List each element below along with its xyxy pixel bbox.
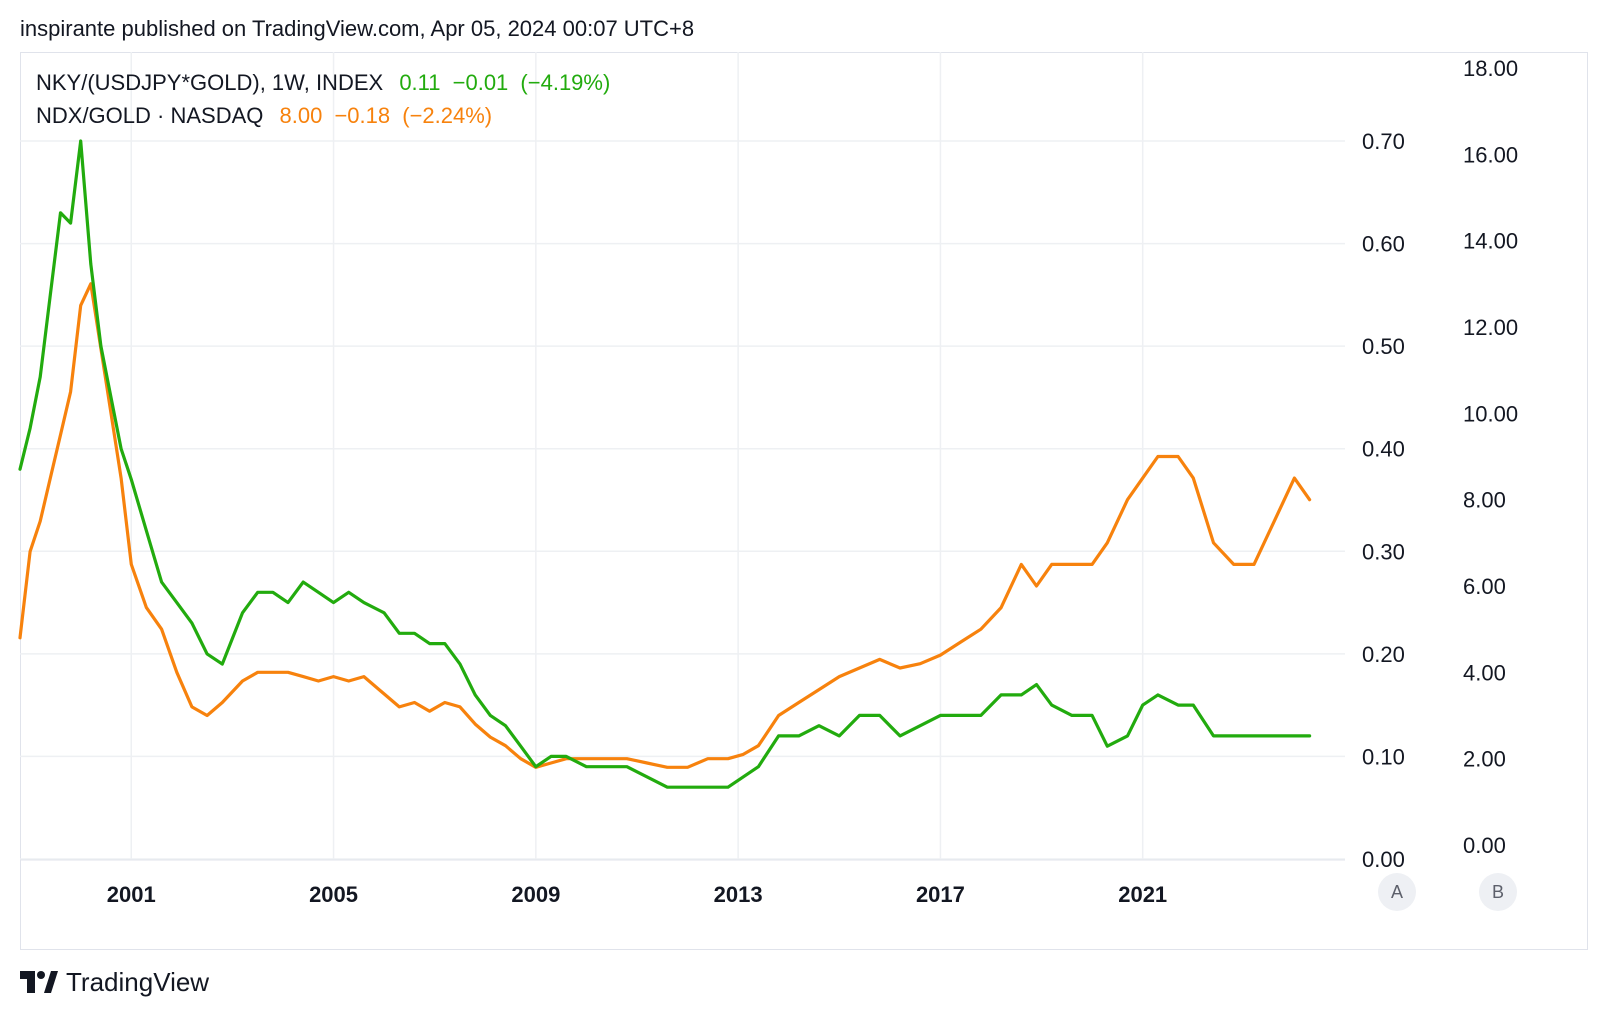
series-line-nky: [18, 139, 1312, 789]
x-axis-tick-label: 2021: [1118, 882, 1167, 907]
legend-row-nky[interactable]: NKY/(USDJPY*GOLD), 1W, INDEX 0.11 −0.01 …: [36, 70, 616, 96]
y-axis-a-tick-label: 0.30: [1362, 539, 1405, 564]
legend-row-ndx[interactable]: NDX/GOLD · NASDAQ 8.00 −0.18 (−2.24%): [36, 103, 498, 129]
y-axis-b-tick-label: 4.00: [1463, 660, 1506, 685]
y-axis-b-tick-label: 10.00: [1463, 401, 1518, 426]
x-axis-tick-label: 2013: [714, 882, 763, 907]
chart-frame: [20, 52, 1588, 950]
legend-series-name: NDX/GOLD · NASDAQ: [36, 103, 264, 128]
y-axis-b-tick-label: 8.00: [1463, 488, 1506, 513]
y-axis-b-tick-label: 6.00: [1463, 574, 1506, 599]
legend-series-change-pct: (−2.24%): [402, 103, 493, 128]
x-axis-tick-label: 2001: [107, 882, 156, 907]
x-axis-tick-label: 2009: [511, 882, 560, 907]
legend-series-change: −0.01: [452, 70, 509, 95]
y-axis-b-tick-label: 12.00: [1463, 315, 1518, 340]
series-lines: [18, 139, 1312, 789]
legend-series-name: NKY/(USDJPY*GOLD), 1W, INDEX: [36, 70, 384, 95]
y-axis-a-tick-label: 0.70: [1362, 129, 1405, 154]
y-axis-a: 0.70 0.60 0.50 0.40 0.30 0.20 0.10 0.00: [1362, 129, 1405, 872]
legend-series-value: 0.11: [399, 70, 441, 95]
grid-lines: [20, 52, 1345, 861]
legend-series-value: 8.00: [279, 103, 323, 128]
y-axis-a-tick-label: 0.40: [1362, 437, 1405, 462]
y-axis-a-tick-label: 0.50: [1362, 334, 1405, 359]
brand-name: TradingView: [66, 966, 210, 997]
y-axis-b-tick-label: 2.00: [1463, 747, 1506, 772]
tradingview-logo-icon: [20, 971, 58, 993]
y-axis-b-tick-label: 16.00: [1463, 142, 1518, 167]
x-axis: 2001 2005 2009 2013 2017 2021: [107, 882, 1167, 907]
y-axis-b-tick-label: 0.00: [1463, 833, 1506, 858]
legend-series-change: −0.18: [334, 103, 391, 128]
y-axis-a-tick-label: 0.00: [1362, 847, 1405, 872]
y-axis-b: 18.00 16.00 14.00 12.00 10.00 8.00 6.00 4.00 2.0…: [1463, 56, 1518, 858]
y-axis-b-tick-label: 18.00: [1463, 56, 1518, 81]
scale-a-button[interactable]: A: [1378, 873, 1416, 911]
scale-b-button[interactable]: B: [1479, 873, 1517, 911]
y-axis-a-tick-label: 0.60: [1362, 232, 1405, 257]
x-axis-tick-label: 2017: [916, 882, 965, 907]
y-axis-b-tick-label: 14.00: [1463, 229, 1518, 254]
series-line-ndx: [18, 282, 1312, 769]
x-axis-tick-label: 2005: [309, 882, 358, 907]
brand[interactable]: TradingView: [20, 966, 209, 998]
legend-series-change-pct: (−4.19%): [520, 70, 611, 95]
y-axis-a-tick-label: 0.10: [1362, 744, 1405, 769]
publisher-header: inspirante published on TradingView.com,…: [20, 16, 695, 41]
y-axis-a-tick-label: 0.20: [1362, 642, 1405, 667]
